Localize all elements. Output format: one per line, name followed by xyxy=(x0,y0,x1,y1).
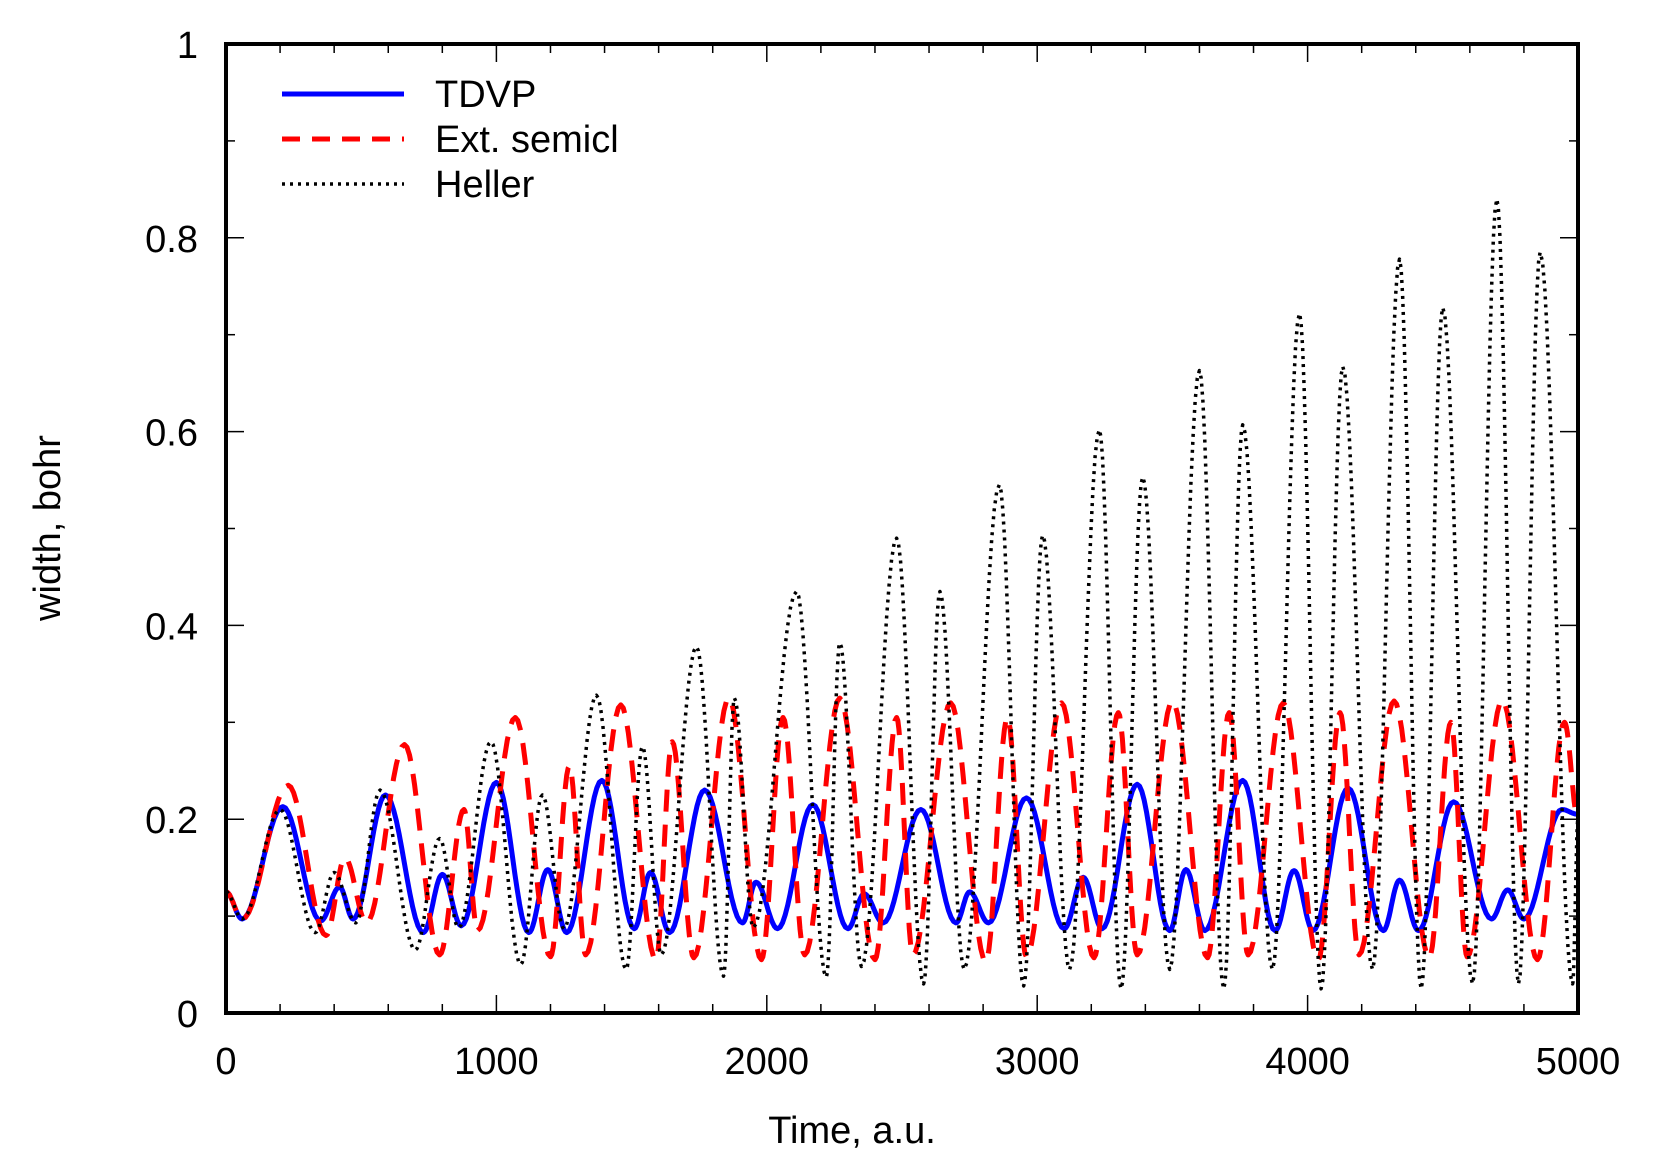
x-tick-label: 0 xyxy=(215,1041,236,1083)
x-tick-label: 5000 xyxy=(1536,1041,1621,1083)
y-tick-label: 0 xyxy=(177,994,198,1036)
x-axis-title: Time, a.u. xyxy=(768,1110,936,1152)
y-tick-label: 0.2 xyxy=(145,800,198,842)
x-tick-label: 1000 xyxy=(454,1041,539,1083)
legend-label: Ext. semicl xyxy=(435,119,619,161)
series-heller xyxy=(225,197,1580,991)
legend-label: TDVP xyxy=(435,74,536,116)
x-tick-labels: 0 1000 2000 3000 4000 5000 xyxy=(215,1041,1620,1083)
y-tick-labels: 0 0.2 0.4 0.6 0.8 1 xyxy=(145,25,198,1036)
axis-ticks xyxy=(225,43,1579,1014)
x-tick-label: 4000 xyxy=(1265,1041,1350,1083)
x-tick-label: 2000 xyxy=(725,1041,810,1083)
x-tick-label: 3000 xyxy=(995,1041,1080,1083)
y-tick-label: 0.6 xyxy=(145,413,198,455)
legend-label: Heller xyxy=(435,164,535,206)
series-ext-semicl xyxy=(224,695,1580,965)
y-tick-label: 0.8 xyxy=(145,219,198,261)
y-tick-label: 1 xyxy=(177,25,198,67)
y-axis-title: width, bohr xyxy=(27,435,69,622)
series-layer xyxy=(224,197,1580,991)
y-tick-label: 0.4 xyxy=(145,606,198,648)
